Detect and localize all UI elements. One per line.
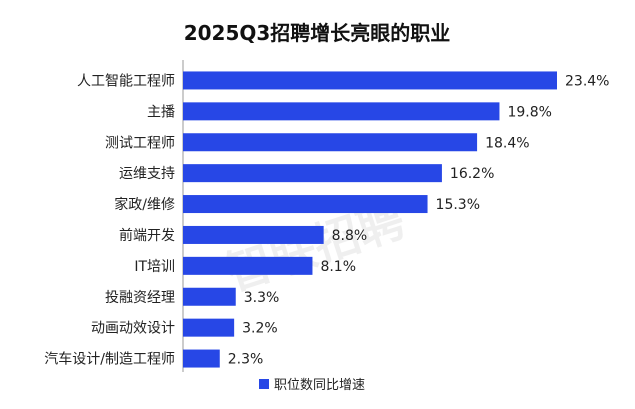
legend-label: 职位数同比增速 [274,378,365,393]
bar [183,102,500,121]
data-label: 23.4% [565,73,609,89]
bar [183,133,478,152]
category-label: 汽车设计/制造工程师 [44,351,175,368]
category-label: 投融资经理 [105,290,175,306]
bar [183,318,235,337]
data-label: 18.4% [485,135,529,151]
data-label: 15.3% [436,197,480,213]
category-label: 前端开发 [119,227,175,244]
bar [183,164,442,183]
data-label: 2.3% [228,352,264,368]
category-label: IT培训 [134,259,175,275]
legend-swatch [259,379,269,389]
data-label: 8.8% [332,228,368,244]
data-label: 3.3% [244,290,280,306]
data-label: 19.8% [507,104,551,120]
bar [183,71,557,90]
bar [183,225,324,244]
bars-layer [183,71,557,368]
value-labels: 23.4% 19.8% 18.4% 16.2% 15.3% 8.8% 8.1% 3.3% 3.2… [228,73,610,367]
category-label: 运维支持 [119,166,175,182]
legend: 职位数同比增速 [259,378,365,393]
bar [183,195,428,214]
category-label: 动画动效设计 [91,321,175,337]
bar [183,256,313,275]
data-label: 3.2% [242,321,278,337]
data-label: 8.1% [320,259,356,275]
chart-title: 2025Q3招聘增长亮眼的职业 [184,21,451,45]
data-label: 16.2% [450,166,494,182]
category-label: 家政/维修 [114,196,175,213]
category-label: 主播 [147,104,175,120]
category-label: 测试工程师 [105,135,175,151]
bar [183,349,220,368]
bar [183,287,236,306]
category-label: 人工智能工程师 [77,73,175,89]
